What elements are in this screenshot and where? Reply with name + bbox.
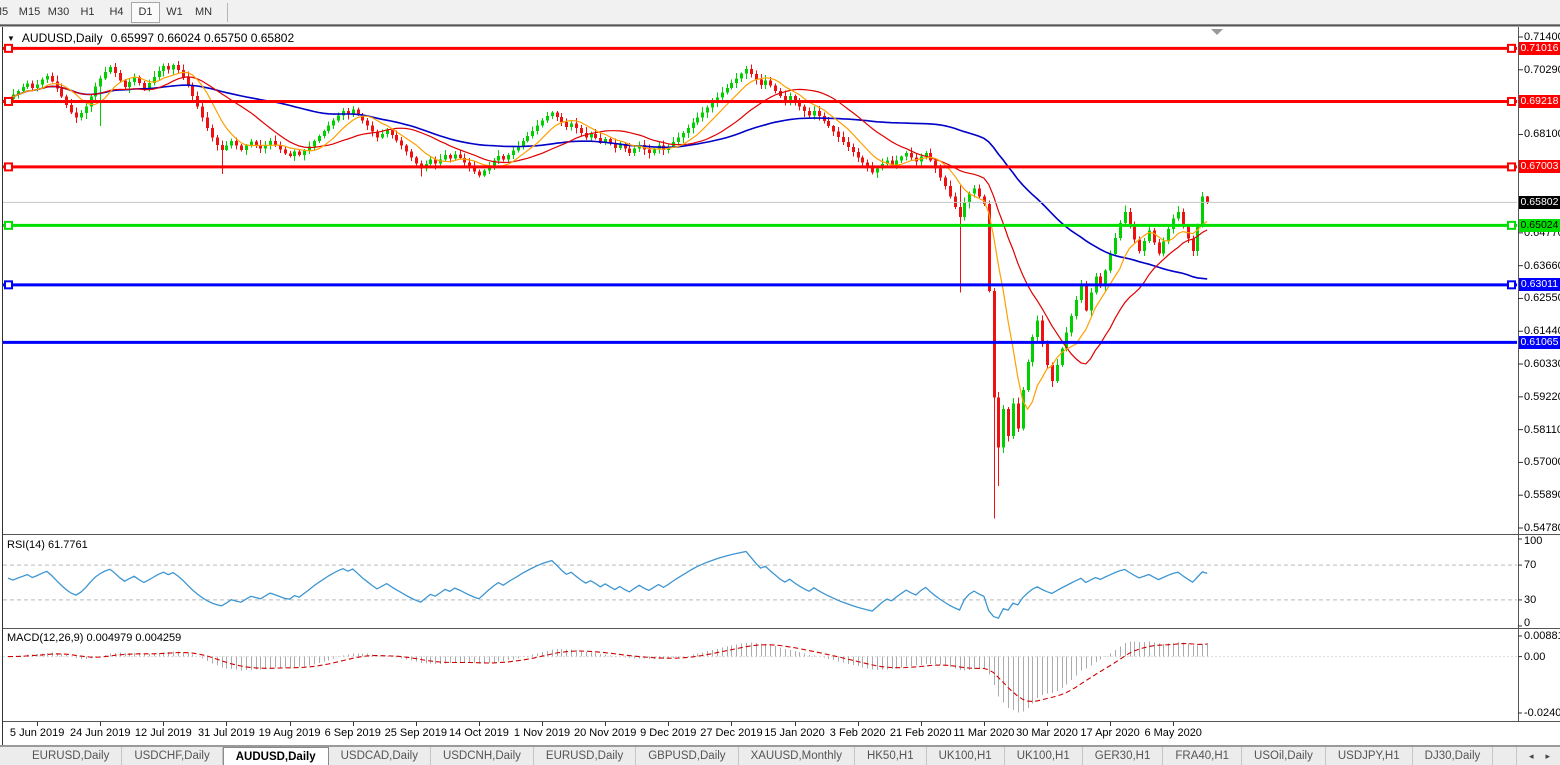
- price-axis-label: 0.61440: [1524, 325, 1560, 338]
- date-axis-label: 25 Sep 2019: [384, 727, 448, 739]
- candlestick-series: [7, 61, 1209, 519]
- price-axis-badge: 0.65802: [1519, 195, 1560, 209]
- rsi-axis-label: 30: [1524, 593, 1537, 606]
- horizontal-level-line[interactable]: [3, 162, 1517, 172]
- toolbar-separator: [227, 2, 228, 22]
- date-axis-label: 9 Dec 2019: [640, 727, 697, 739]
- ma-fast-line: [7, 71, 1208, 411]
- price-axis-label: 0.60330: [1524, 358, 1560, 371]
- symbol-tab-ger30-h1[interactable]: GER30,H1: [1083, 747, 1164, 765]
- symbol-tab-audusd-daily[interactable]: AUDUSD,Daily: [222, 747, 329, 765]
- date-axis-label: 30 Mar 2020: [1016, 727, 1078, 739]
- symbol-tab-usdjpy-h1[interactable]: USDJPY,H1: [1326, 747, 1413, 765]
- price-axis-badge: 0.69218: [1519, 94, 1560, 108]
- symbol-tab-eurusd-daily[interactable]: EURUSD,Daily: [534, 747, 637, 765]
- timeframe-button-h4[interactable]: H4: [109, 5, 124, 18]
- timeframe-button-mn[interactable]: MN: [194, 5, 213, 18]
- tab-scroll-left-button[interactable]: ◂: [1528, 750, 1534, 761]
- tab-scroll-controls: ◂ ▸: [1515, 747, 1560, 765]
- symbol-tab-usdchf-daily[interactable]: USDCHF,Daily: [122, 747, 223, 765]
- chevron-down-icon[interactable]: ▼: [7, 34, 15, 43]
- price-axis-badge: 0.65024: [1519, 218, 1560, 232]
- timeframe-button-m15[interactable]: M15: [18, 5, 41, 18]
- price-axis-label: 0.54780: [1524, 522, 1560, 534]
- price-axis-label: 0.55890: [1524, 489, 1560, 502]
- symbol-tab-hk50-h1[interactable]: HK50,H1: [855, 747, 927, 765]
- price-axis-badge: 0.71016: [1519, 41, 1560, 55]
- price-axis-badge: 0.67003: [1519, 160, 1560, 174]
- symbol-tab-fra40-h1[interactable]: FRA40,H1: [1163, 747, 1243, 765]
- chart-shift-marker: [1211, 29, 1223, 35]
- macd-indicator-label: MACD(12,26,9) 0.004979 0.004259: [7, 632, 182, 644]
- price-axis-label: 0.58110: [1524, 423, 1560, 436]
- horizontal-level-line[interactable]: [3, 43, 1517, 53]
- timeframe-button-m30[interactable]: M30: [47, 5, 70, 18]
- horizontal-level-line[interactable]: [3, 280, 1517, 290]
- date-axis-label: 24 Jun 2019: [69, 727, 131, 739]
- symbol-tab-usoil-daily[interactable]: USOil,Daily: [1242, 747, 1326, 765]
- chart-window[interactable]: ▼ AUDUSD,Daily 0.65997 0.66024 0.65750 0.6…: [0, 25, 1560, 746]
- price-axis-label: 0.68100: [1524, 128, 1560, 141]
- symbol-tab-uk100-h1[interactable]: UK100,H1: [927, 747, 1005, 765]
- timeframe-button-d1[interactable]: D1: [131, 1, 160, 23]
- chart-canvas[interactable]: [0, 25, 1560, 746]
- price-axis-label: 0.57000: [1524, 456, 1560, 469]
- rsi-indicator-label: RSI(14) 61.7761: [7, 539, 88, 551]
- symbol-tab-uk100-h1[interactable]: UK100,H1: [1005, 747, 1083, 765]
- date-axis-label: 14 Oct 2019: [448, 727, 509, 739]
- date-axis-label: 21 Feb 2020: [889, 727, 952, 739]
- date-axis-label: 12 Jul 2019: [134, 727, 192, 739]
- timeframe-button-m5[interactable]: M5: [0, 5, 9, 18]
- date-axis-label: 11 Mar 2020: [953, 727, 1015, 739]
- macd-histogram: [13, 641, 1208, 713]
- date-axis-label: 6 Sep 2019: [324, 727, 381, 739]
- chart-ohlc-values: 0.65997 0.66024 0.65750 0.65802: [110, 31, 295, 45]
- date-axis-label: 20 Nov 2019: [573, 727, 637, 739]
- macd-axis-label: 0.008815: [1524, 629, 1560, 642]
- macd-signal-line: [7, 643, 1208, 703]
- symbol-tab-gbpusd-daily[interactable]: GBPUSD,Daily: [636, 747, 739, 765]
- date-axis-label: 19 Aug 2019: [258, 727, 321, 739]
- date-axis-label: 31 Jul 2019: [198, 727, 255, 739]
- symbol-tab-eurusd-daily[interactable]: EURUSD,Daily: [20, 747, 123, 765]
- price-axis-label: 0.62550: [1524, 292, 1560, 305]
- symbol-tab-usdcnh-daily[interactable]: USDCNH,Daily: [431, 747, 534, 765]
- date-axis-label: 1 Nov 2019: [513, 727, 571, 739]
- timeframe-button-w1[interactable]: W1: [166, 5, 183, 18]
- timeframe-toolbar: M5 M15 M30 H1 H4 D1 W1 MN: [0, 0, 1560, 25]
- ma-slow-line: [7, 84, 1208, 280]
- macd-axis-label: 0.00: [1524, 650, 1546, 663]
- symbol-tab-xauusd-monthly[interactable]: XAUUSD,Monthly: [739, 747, 855, 765]
- chart-title: ▼ AUDUSD,Daily 0.65997 0.66024 0.65750 0.6…: [7, 31, 294, 45]
- rsi-axis-label: 0: [1524, 617, 1531, 629]
- macd-axis-label: -0.02408: [1524, 706, 1560, 719]
- symbol-tabbar: EURUSD,Daily USDCHF,Daily AUDUSD,Daily USDC…: [0, 746, 1560, 765]
- price-axis-badge: 0.63011: [1519, 278, 1560, 292]
- price-axis-badge: 0.61065: [1519, 335, 1560, 349]
- date-axis-label: 5 Jun 2019: [9, 727, 65, 739]
- date-axis-label: 27 Dec 2019: [700, 727, 763, 739]
- price-axis-label: 0.70290: [1524, 63, 1560, 76]
- price-axis-label: 0.71400: [1524, 31, 1560, 43]
- timeframe-button-h1[interactable]: H1: [80, 5, 95, 18]
- price-axis-label: 0.59220: [1524, 390, 1560, 403]
- chart-symbol-label: AUDUSD,Daily: [21, 31, 103, 45]
- rsi-line: [7, 550, 1208, 619]
- ma-mid-line: [7, 76, 1208, 365]
- rsi-axis-label: 70: [1524, 559, 1537, 572]
- tab-scroll-right-button[interactable]: ▸: [1545, 750, 1550, 761]
- date-axis-label: 3 Feb 2020: [829, 727, 886, 739]
- horizontal-level-line[interactable]: [3, 220, 1517, 230]
- symbol-tab-dj30-daily[interactable]: DJ30,Daily: [1413, 747, 1494, 765]
- date-axis-label: 15 Jan 2020: [764, 727, 825, 739]
- price-axis-label: 0.63660: [1524, 259, 1560, 272]
- date-axis-label: 17 Apr 2020: [1080, 727, 1140, 739]
- rsi-axis-label: 100: [1524, 535, 1543, 547]
- horizontal-level-line[interactable]: [3, 96, 1517, 106]
- date-axis-label: 6 May 2020: [1144, 727, 1202, 739]
- symbol-tab-usdcad-daily[interactable]: USDCAD,Daily: [329, 747, 431, 765]
